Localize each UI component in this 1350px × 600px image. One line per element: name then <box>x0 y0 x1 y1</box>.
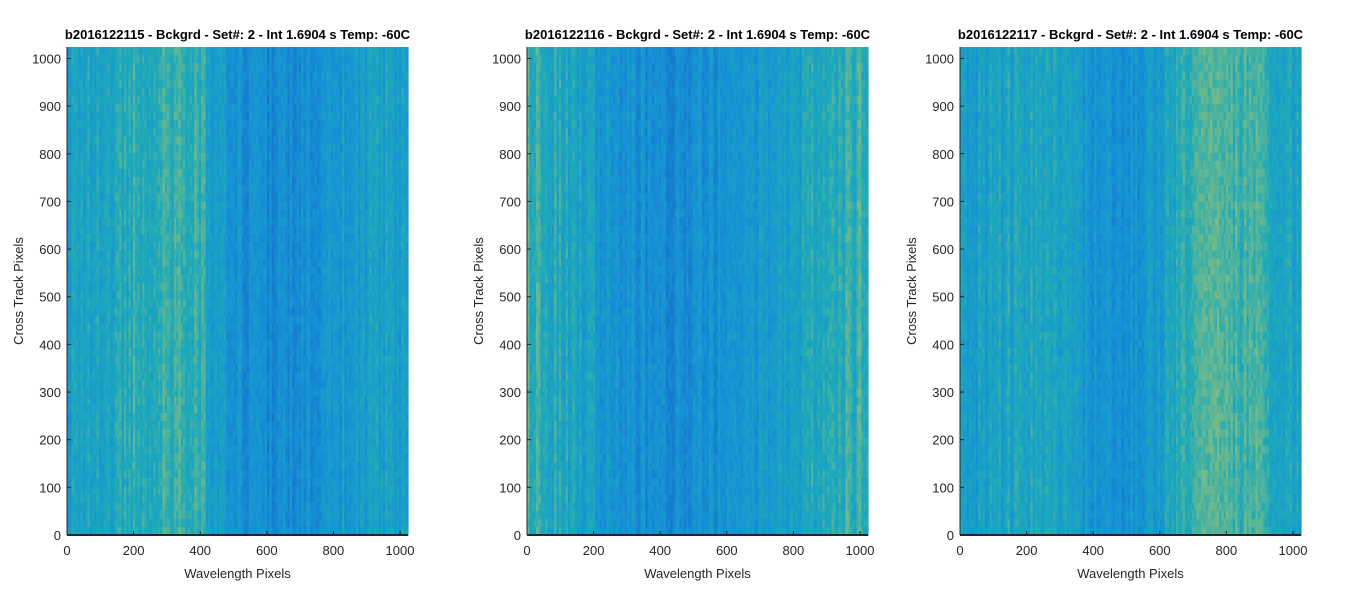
heatmap-image <box>67 47 409 536</box>
chart-panel-1: 0 200 400 600 800 100001002003004005006007008… <box>11 27 414 581</box>
